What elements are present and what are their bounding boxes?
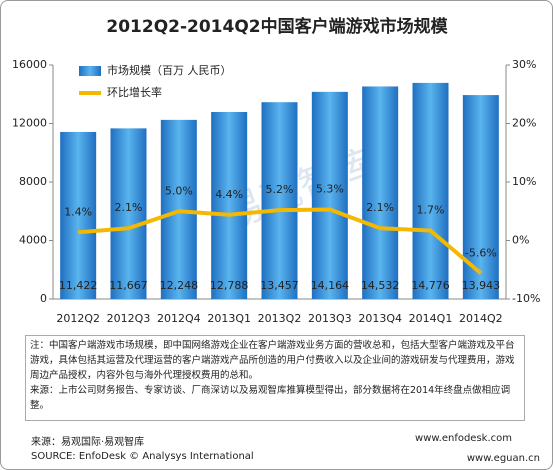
legend-label: 市场规模（百万 人民币）	[107, 63, 232, 77]
source-en: SOURCE: EnfoDesk © Analysys Internationa…	[31, 451, 254, 462]
source-cn: 来源：易观国际·易观智库	[31, 437, 145, 448]
bar	[462, 95, 499, 300]
chart-title: 2012Q2-2014Q2中国客户端游戏市场规模	[106, 16, 448, 37]
bar-label: 14,776	[411, 279, 450, 292]
bar-label: 12,788	[210, 279, 249, 292]
line	[78, 207, 483, 275]
line-label: 5.0%	[165, 184, 193, 197]
bar	[311, 91, 348, 299]
legend-swatch	[79, 66, 101, 76]
bar	[110, 128, 147, 299]
line-label: 2.1%	[366, 201, 394, 214]
line-label: 5.3%	[316, 182, 344, 195]
bar	[211, 111, 248, 300]
y-tick-label: 4000	[19, 234, 47, 247]
x-tick-label: 2013Q1	[207, 312, 251, 325]
line-label: -5.6%	[465, 246, 497, 259]
line-label: 4.4%	[215, 188, 243, 201]
bar-label: 11,422	[59, 279, 98, 292]
bar-label: 13,457	[260, 279, 299, 292]
legend-label: 环比增长率	[107, 85, 162, 99]
bar	[362, 86, 399, 299]
y-tick-label: 16000	[12, 58, 47, 71]
line-label: 5.2%	[266, 183, 294, 196]
y-tick-label: 12000	[12, 117, 47, 130]
line-label: 2.1%	[115, 201, 143, 214]
bar	[60, 131, 97, 299]
y2-tick-label: 10%	[512, 175, 536, 188]
site: www.eguan.cn	[466, 453, 540, 464]
y2-tick-label: 30%	[512, 58, 536, 71]
x-tick-label: 2014Q1	[409, 312, 453, 325]
line-label: 1.7%	[417, 204, 445, 217]
x-tick-label: 2013Q2	[258, 312, 302, 325]
bar-label: 14,532	[361, 279, 400, 292]
x-tick-label: 2013Q3	[308, 312, 352, 325]
bar-label: 12,248	[160, 279, 199, 292]
line-label: 1.4%	[64, 205, 92, 218]
bar-label: 14,164	[311, 279, 350, 292]
bar-label: 11,667	[109, 279, 148, 292]
bar	[261, 102, 298, 299]
x-tick-label: 2013Q4	[358, 312, 402, 325]
x-tick-label: 2014Q2	[459, 312, 503, 325]
y-tick-label: 0	[40, 292, 47, 305]
site: www.enfodesk.com	[415, 433, 512, 444]
y2-tick-label: 20%	[512, 117, 536, 130]
x-tick-label: 2012Q3	[107, 312, 151, 325]
y2-tick-label: -10%	[512, 292, 540, 305]
bar-label: 13,943	[462, 279, 501, 292]
notes: 注：中国客户端游戏市场规模，即中国网络游戏企业在客户端游戏业务方面的营收总和，包…	[25, 335, 525, 421]
y-tick-label: 8000	[19, 175, 47, 188]
x-tick-label: 2012Q4	[157, 312, 201, 325]
chart: 2012Q2-2014Q2中国客户端游戏市场规模 易观智库04000800012…	[12, 16, 540, 325]
note: 来源：上市公司财务报告、专家访谈、厂商深访以及易观智库推算模型得出，部分数据将在…	[30, 385, 511, 411]
y2-tick-label: 0%	[512, 234, 529, 247]
bar	[412, 82, 449, 299]
note: 注：中国客户端游戏市场规模，即中国网络游戏企业在客户端游戏业务方面的营收总和，包…	[30, 340, 515, 381]
x-tick-label: 2012Q2	[56, 312, 100, 325]
